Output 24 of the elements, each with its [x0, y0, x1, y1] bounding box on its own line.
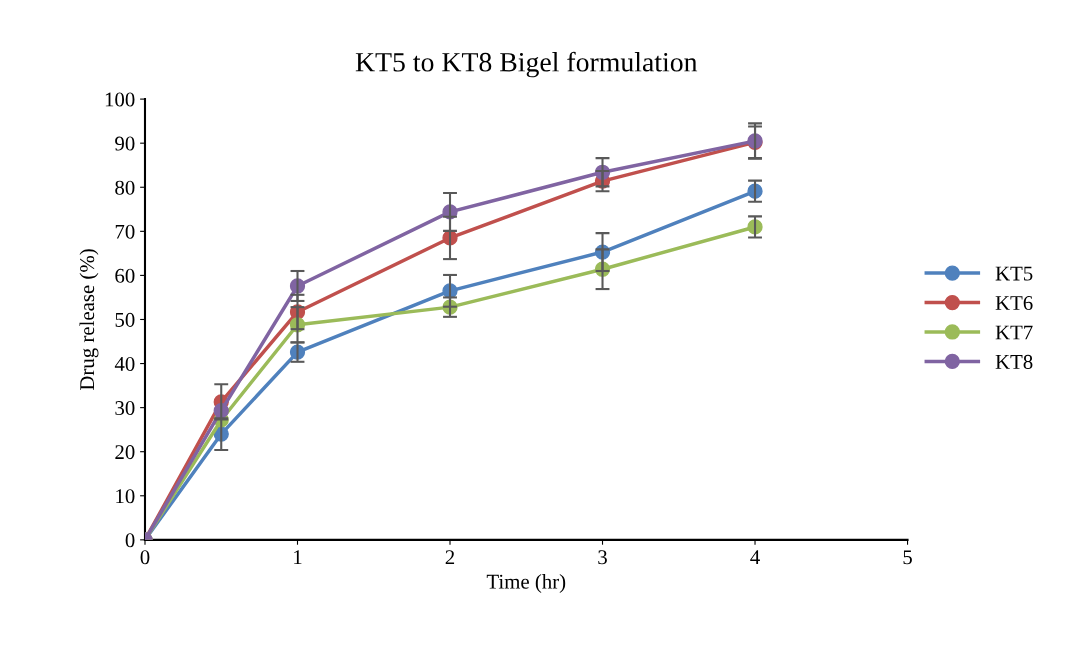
- x-tick-label: 1: [294, 550, 302, 565]
- x-tick-label: 2: [445, 550, 455, 565]
- x-tick-label: 3: [598, 550, 607, 565]
- y-tick-label: 10: [116, 489, 135, 504]
- legend-label: KT5: [995, 266, 1033, 281]
- legend-label: KT7: [995, 325, 1033, 340]
- x-tick-label: 0: [140, 550, 150, 565]
- x-axis-title: Time (hr): [486, 574, 566, 593]
- y-tick-label: 90: [115, 136, 135, 151]
- y-tick-label: 100: [105, 92, 135, 107]
- y-tick-label: 60: [115, 268, 135, 283]
- y-tick-label: 30: [115, 401, 135, 416]
- legend-label: KT8: [995, 354, 1033, 369]
- y-tick-label: 20: [115, 445, 135, 460]
- legend-label: KT6: [995, 296, 1033, 311]
- x-tick-label: 5: [903, 550, 912, 565]
- y-tick-label: 80: [115, 180, 135, 195]
- y-tick-label: 50: [115, 312, 135, 327]
- y-tick-label: 0: [125, 533, 135, 548]
- x-tick-label: 4: [750, 550, 760, 565]
- y-tick-label: 70: [115, 224, 135, 239]
- y-tick-label: 40: [114, 356, 135, 371]
- y-axis-title: Drug release (%): [79, 249, 99, 391]
- chart-title: KT5 to KT8 Bigel formulation: [355, 51, 698, 78]
